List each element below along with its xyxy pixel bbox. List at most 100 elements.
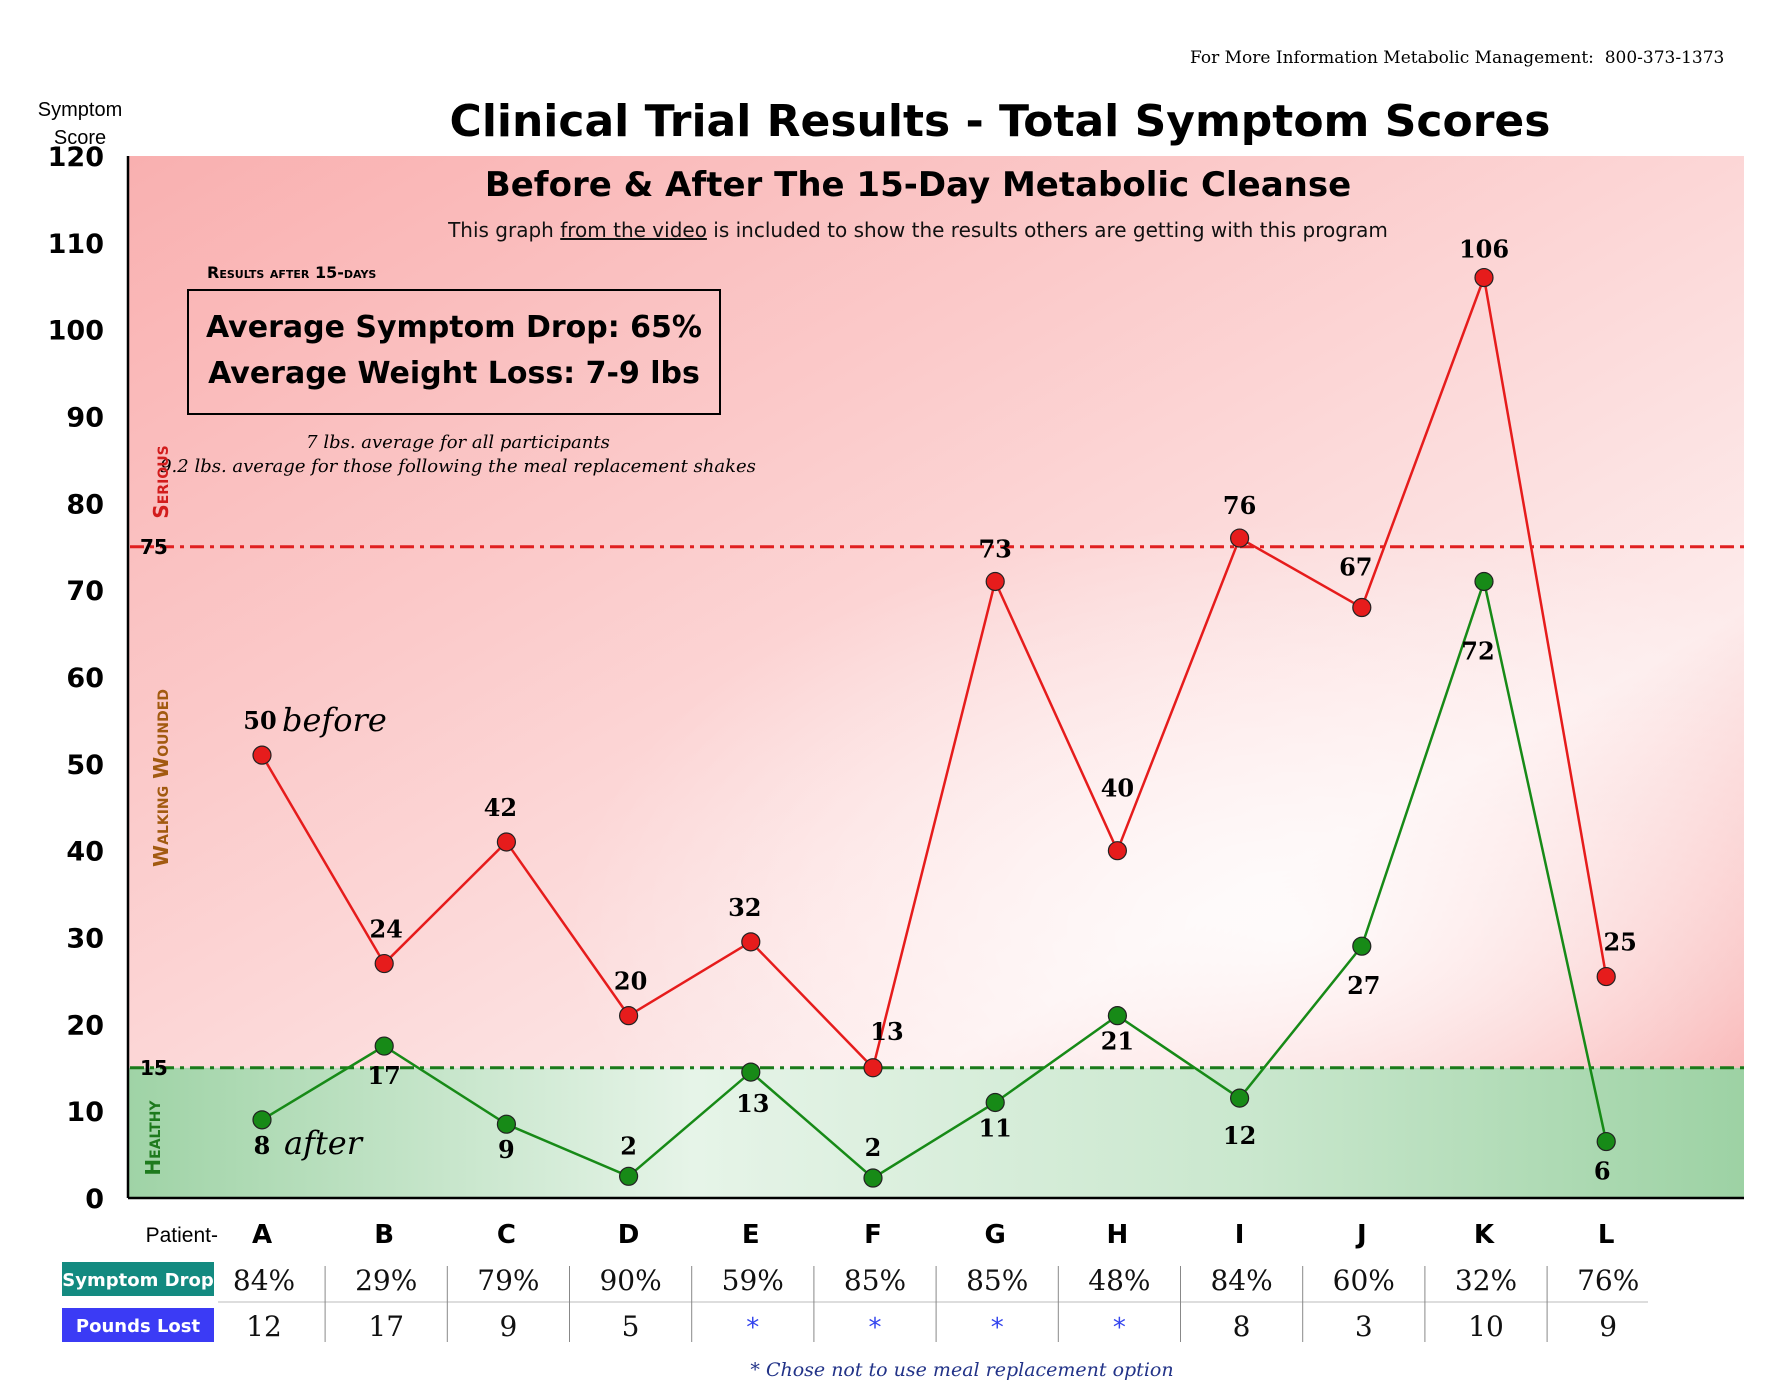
x-category-label: J bbox=[1355, 1220, 1367, 1250]
y-tick-label: 50 bbox=[66, 750, 104, 781]
data-point-after bbox=[618, 1166, 639, 1186]
symptom-drop-row-label: Symptom Drop bbox=[62, 1270, 214, 1291]
contact-info: For More Information Metabolic Managemen… bbox=[1190, 48, 1725, 68]
symptom-drop-cell: 29% bbox=[355, 1264, 417, 1297]
x-category-label: L bbox=[1598, 1220, 1615, 1250]
x-category-label: H bbox=[1107, 1220, 1129, 1250]
data-point-after bbox=[863, 1168, 883, 1188]
data-point-after bbox=[252, 1110, 272, 1130]
y-tick-label: 30 bbox=[66, 924, 104, 955]
y-tick-label: 100 bbox=[48, 316, 104, 347]
chart-title: Clinical Trial Results - Total Symptom S… bbox=[449, 96, 1551, 147]
data-label-before: 24 bbox=[369, 915, 402, 944]
pounds-lost-cell: 9 bbox=[499, 1310, 517, 1343]
data-label-after: 6 bbox=[1594, 1157, 1611, 1186]
pounds-lost-cell: 5 bbox=[622, 1310, 640, 1343]
data-point-before bbox=[374, 953, 394, 974]
caption-link[interactable]: from the video bbox=[560, 218, 707, 242]
chart-subtitle: Before & After The 15-Day Metabolic Clea… bbox=[485, 165, 1351, 205]
symptom-drop-cell: 60% bbox=[1333, 1264, 1395, 1297]
zone-label-healthy: Healthy bbox=[141, 1100, 165, 1176]
pounds-lost-cell: * bbox=[1113, 1313, 1126, 1343]
data-point-before bbox=[863, 1058, 883, 1078]
data-label-after: 17 bbox=[367, 1061, 400, 1090]
x-category-label: B bbox=[374, 1220, 394, 1250]
data-label-after: 11 bbox=[978, 1113, 1011, 1142]
y-tick-label: 20 bbox=[66, 1010, 104, 1041]
data-label-after: 9 bbox=[498, 1135, 515, 1164]
y-tick-label: 0 bbox=[85, 1184, 104, 1215]
pounds-lost-cell: 10 bbox=[1468, 1310, 1504, 1343]
data-label-before: 50 bbox=[243, 706, 276, 735]
data-point-after bbox=[1229, 1088, 1250, 1108]
data-label-before: 25 bbox=[1603, 928, 1636, 957]
symptom-drop-cell: 85% bbox=[844, 1264, 906, 1297]
data-label-after: 21 bbox=[1101, 1027, 1134, 1056]
avg-weight-loss: Average Weight Loss: 7-9 lbs bbox=[208, 356, 700, 391]
data-point-before bbox=[1474, 267, 1494, 288]
y-tick-label: 10 bbox=[66, 1097, 104, 1128]
data-point-before bbox=[1352, 597, 1372, 618]
results-heading: Results after 15-days bbox=[207, 263, 376, 282]
data-label-before: 67 bbox=[1339, 553, 1372, 582]
data-label-after: 12 bbox=[1223, 1121, 1256, 1150]
results-note-1: 7 lbs. average for all participants bbox=[306, 432, 610, 453]
symptom-drop-cell: 76% bbox=[1577, 1264, 1639, 1297]
series-tag-before: before bbox=[282, 701, 387, 739]
y-tick-label: 90 bbox=[66, 403, 104, 434]
results-note-2: 9.2 lbs. average for those following the… bbox=[160, 456, 756, 477]
data-point-before bbox=[985, 571, 1005, 592]
y-tick-label: 60 bbox=[66, 663, 104, 694]
data-point-before bbox=[1107, 841, 1128, 861]
reference-line-label: 15 bbox=[140, 1056, 168, 1080]
x-category-label: D bbox=[618, 1220, 640, 1250]
zone-label-walking-wounded: Walking Wounded bbox=[149, 689, 173, 867]
data-label-after: 72 bbox=[1461, 636, 1494, 665]
pounds-lost-row-label-bg bbox=[62, 1308, 214, 1342]
pounds-lost-cell: 9 bbox=[1599, 1310, 1617, 1343]
x-category-label: C bbox=[497, 1220, 516, 1250]
data-label-before: 13 bbox=[870, 1017, 903, 1046]
pounds-lost-cell: 8 bbox=[1233, 1310, 1251, 1343]
x-category-label: A bbox=[252, 1220, 272, 1250]
caption-pre: This graph bbox=[447, 218, 560, 242]
symptom-drop-cell: 90% bbox=[599, 1264, 661, 1297]
symptom-drop-cell: 79% bbox=[477, 1264, 539, 1297]
symptom-drop-cell: 84% bbox=[1210, 1264, 1272, 1297]
pounds-lost-cell: * bbox=[991, 1313, 1004, 1343]
y-axis-title: Symptom Score bbox=[20, 96, 140, 152]
data-label-before: 42 bbox=[484, 793, 517, 822]
pounds-lost-cell: * bbox=[869, 1313, 882, 1343]
data-label-before: 73 bbox=[978, 534, 1011, 563]
y-tick-label: 110 bbox=[48, 229, 104, 260]
y-axis-title-line2: Score bbox=[53, 127, 107, 149]
data-point-after bbox=[1107, 1006, 1128, 1026]
data-point-after bbox=[1352, 936, 1372, 956]
data-point-before bbox=[252, 745, 272, 765]
x-category-label: G bbox=[985, 1220, 1006, 1250]
symptom-drop-cell: 85% bbox=[966, 1264, 1028, 1297]
data-label-before: 106 bbox=[1459, 235, 1509, 264]
data-point-after bbox=[985, 1092, 1005, 1113]
data-label-before: 76 bbox=[1223, 491, 1256, 520]
data-label-before: 40 bbox=[1101, 774, 1134, 803]
chart-caption: This graph from the video is included to… bbox=[447, 218, 1388, 242]
table-footnote: * Chose not to use meal replacement opti… bbox=[750, 1359, 1173, 1381]
symptom-drop-cell: 32% bbox=[1455, 1264, 1517, 1297]
series-tag-after: after bbox=[284, 1124, 364, 1162]
series-line-before bbox=[260, 272, 1608, 1071]
y-axis-title-line1: Symptom bbox=[37, 99, 123, 121]
data-label-before: 20 bbox=[614, 967, 647, 996]
x-category-label: K bbox=[1474, 1220, 1495, 1250]
x-category-label: E bbox=[742, 1220, 760, 1250]
data-point-before bbox=[1229, 528, 1250, 548]
zone-label-serious: Serious bbox=[149, 445, 173, 518]
data-label-after: 2 bbox=[620, 1131, 637, 1160]
data-label-after: 27 bbox=[1347, 971, 1380, 1000]
data-point-before bbox=[496, 832, 516, 852]
data-point-after bbox=[1596, 1131, 1616, 1152]
series-line-after bbox=[261, 576, 1608, 1180]
data-point-after bbox=[741, 1062, 761, 1082]
